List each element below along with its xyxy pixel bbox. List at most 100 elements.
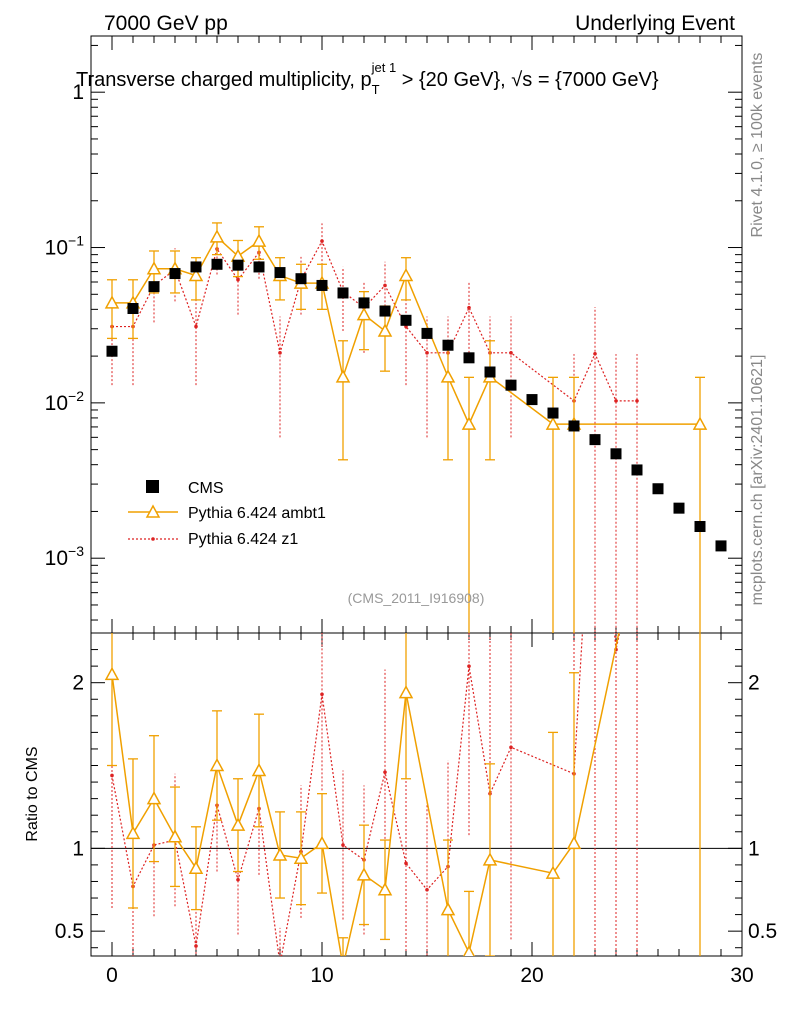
z1-ratio-point	[383, 770, 387, 774]
ratio-tick-label: 2	[72, 672, 84, 695]
main-series-group	[104, 222, 727, 633]
z1-point	[614, 399, 618, 403]
plot-title: Transverse charged multiplicity, pTjet 1…	[76, 60, 659, 97]
ambt1-point	[692, 416, 708, 430]
ambt1-point	[251, 233, 267, 247]
cms-point	[526, 394, 538, 406]
cms-point	[568, 420, 580, 432]
cms-point	[127, 303, 139, 315]
ratio-tick-label-right: 0.5	[748, 920, 777, 943]
cms-point	[295, 273, 307, 285]
z1-ratio-point	[236, 878, 240, 882]
cms-point	[694, 520, 706, 532]
ambt1-ratio-point	[167, 829, 183, 843]
z1-point	[383, 283, 387, 288]
ambt1-ratio-point	[314, 835, 330, 850]
z1-ratio-point	[194, 944, 198, 948]
cms-point	[337, 287, 349, 299]
ambt1-ratio-point	[230, 817, 246, 831]
z1-point	[425, 351, 429, 355]
z1-point	[467, 305, 471, 310]
ambt1-ratio-point	[356, 867, 372, 881]
cms-point	[400, 314, 412, 326]
cms-point	[610, 448, 622, 460]
legend-cms-label: CMS	[188, 480, 224, 497]
cms-point	[652, 483, 664, 495]
analysis-watermark: (CMS_2011_I916908)	[348, 590, 485, 606]
cms-point	[274, 267, 286, 279]
y-tick-label: 10−1	[45, 233, 85, 260]
cms-point	[463, 352, 475, 364]
z1-ratio-line	[111, 633, 621, 956]
ambt1-ratio-point	[293, 850, 309, 865]
cms-point	[673, 502, 685, 514]
cms-point	[190, 261, 202, 273]
cms-point	[169, 268, 181, 280]
ambt1-ratio-point	[463, 945, 475, 956]
z1-point	[278, 351, 282, 355]
x-tick-label: 30	[730, 964, 753, 987]
legend-cms-marker	[146, 480, 159, 493]
z1-point	[320, 239, 324, 243]
cms-point	[631, 464, 643, 476]
ambt1-ratio-point	[251, 762, 267, 777]
x-tick-label: 0	[106, 964, 118, 987]
ambt1-ratio-point	[440, 902, 456, 916]
ambt1-ratio-point	[377, 882, 393, 896]
cms-point	[421, 327, 433, 339]
y-tick-label: 1	[72, 81, 84, 104]
header-energy-label: 7000 GeV pp	[104, 12, 228, 35]
cms-point	[253, 261, 265, 273]
cms-point	[379, 305, 391, 317]
ambt1-ratio-point	[125, 825, 141, 840]
cms-point	[106, 345, 118, 357]
z1-point	[635, 399, 639, 403]
header-process-label: Underlying Event	[575, 12, 735, 35]
ambt1-point	[398, 267, 414, 282]
z1-ratio-point	[425, 887, 429, 892]
cms-point	[232, 259, 244, 271]
ambt1-point	[188, 267, 204, 282]
ambt1-point	[335, 369, 351, 383]
legend-z1-label: Pythia 6.424 z1	[188, 531, 298, 548]
x-tick-label: 20	[520, 964, 543, 987]
ratio-axis-label: Ratio to CMS	[24, 746, 41, 841]
cms-point	[358, 297, 370, 309]
cms-point	[316, 279, 328, 291]
ambt1-ratio-point	[694, 246, 706, 257]
z1-line	[112, 239, 637, 402]
ambt1-ratio-point	[482, 852, 498, 866]
ambt1-ratio-point	[146, 791, 162, 805]
z1-ratio-point	[341, 843, 345, 847]
legend-ambt1-marker	[145, 504, 161, 518]
z1-ratio-point	[509, 745, 513, 750]
ambt1-ratio-point	[566, 835, 582, 850]
x-tick-label: 10	[310, 964, 333, 987]
ambt1-point	[356, 307, 372, 321]
ambt1-ratio-point	[272, 847, 288, 861]
ambt1-point	[209, 229, 225, 243]
z1-point	[593, 351, 597, 356]
ambt1-point	[377, 323, 393, 337]
ambt1-ratio-point	[188, 860, 204, 874]
ambt1-point	[146, 261, 162, 275]
ratio-panel-frame	[90, 632, 743, 957]
legend-z1-marker	[151, 537, 155, 541]
cms-point	[547, 407, 559, 419]
z1-ratio-point	[110, 773, 114, 778]
y-tick-label: 10−3	[45, 543, 85, 570]
ratio-tick-label-right: 2	[748, 672, 760, 695]
ambt1-ratio-point	[337, 960, 349, 971]
cms-point	[715, 540, 727, 552]
z1-point	[194, 324, 198, 329]
ratio-tick-label: 1	[72, 837, 84, 860]
ambt1-ratio-point	[209, 757, 225, 772]
ambt1-ratio-point	[545, 865, 561, 879]
ambt1-point	[104, 295, 120, 309]
ambt1-ratio-point	[398, 685, 414, 699]
y-tick-label: 10−2	[45, 388, 85, 415]
cms-point	[148, 281, 160, 293]
legend-ambt1-label: Pythia 6.424 ambt1	[188, 505, 326, 522]
z1-point	[236, 277, 240, 282]
